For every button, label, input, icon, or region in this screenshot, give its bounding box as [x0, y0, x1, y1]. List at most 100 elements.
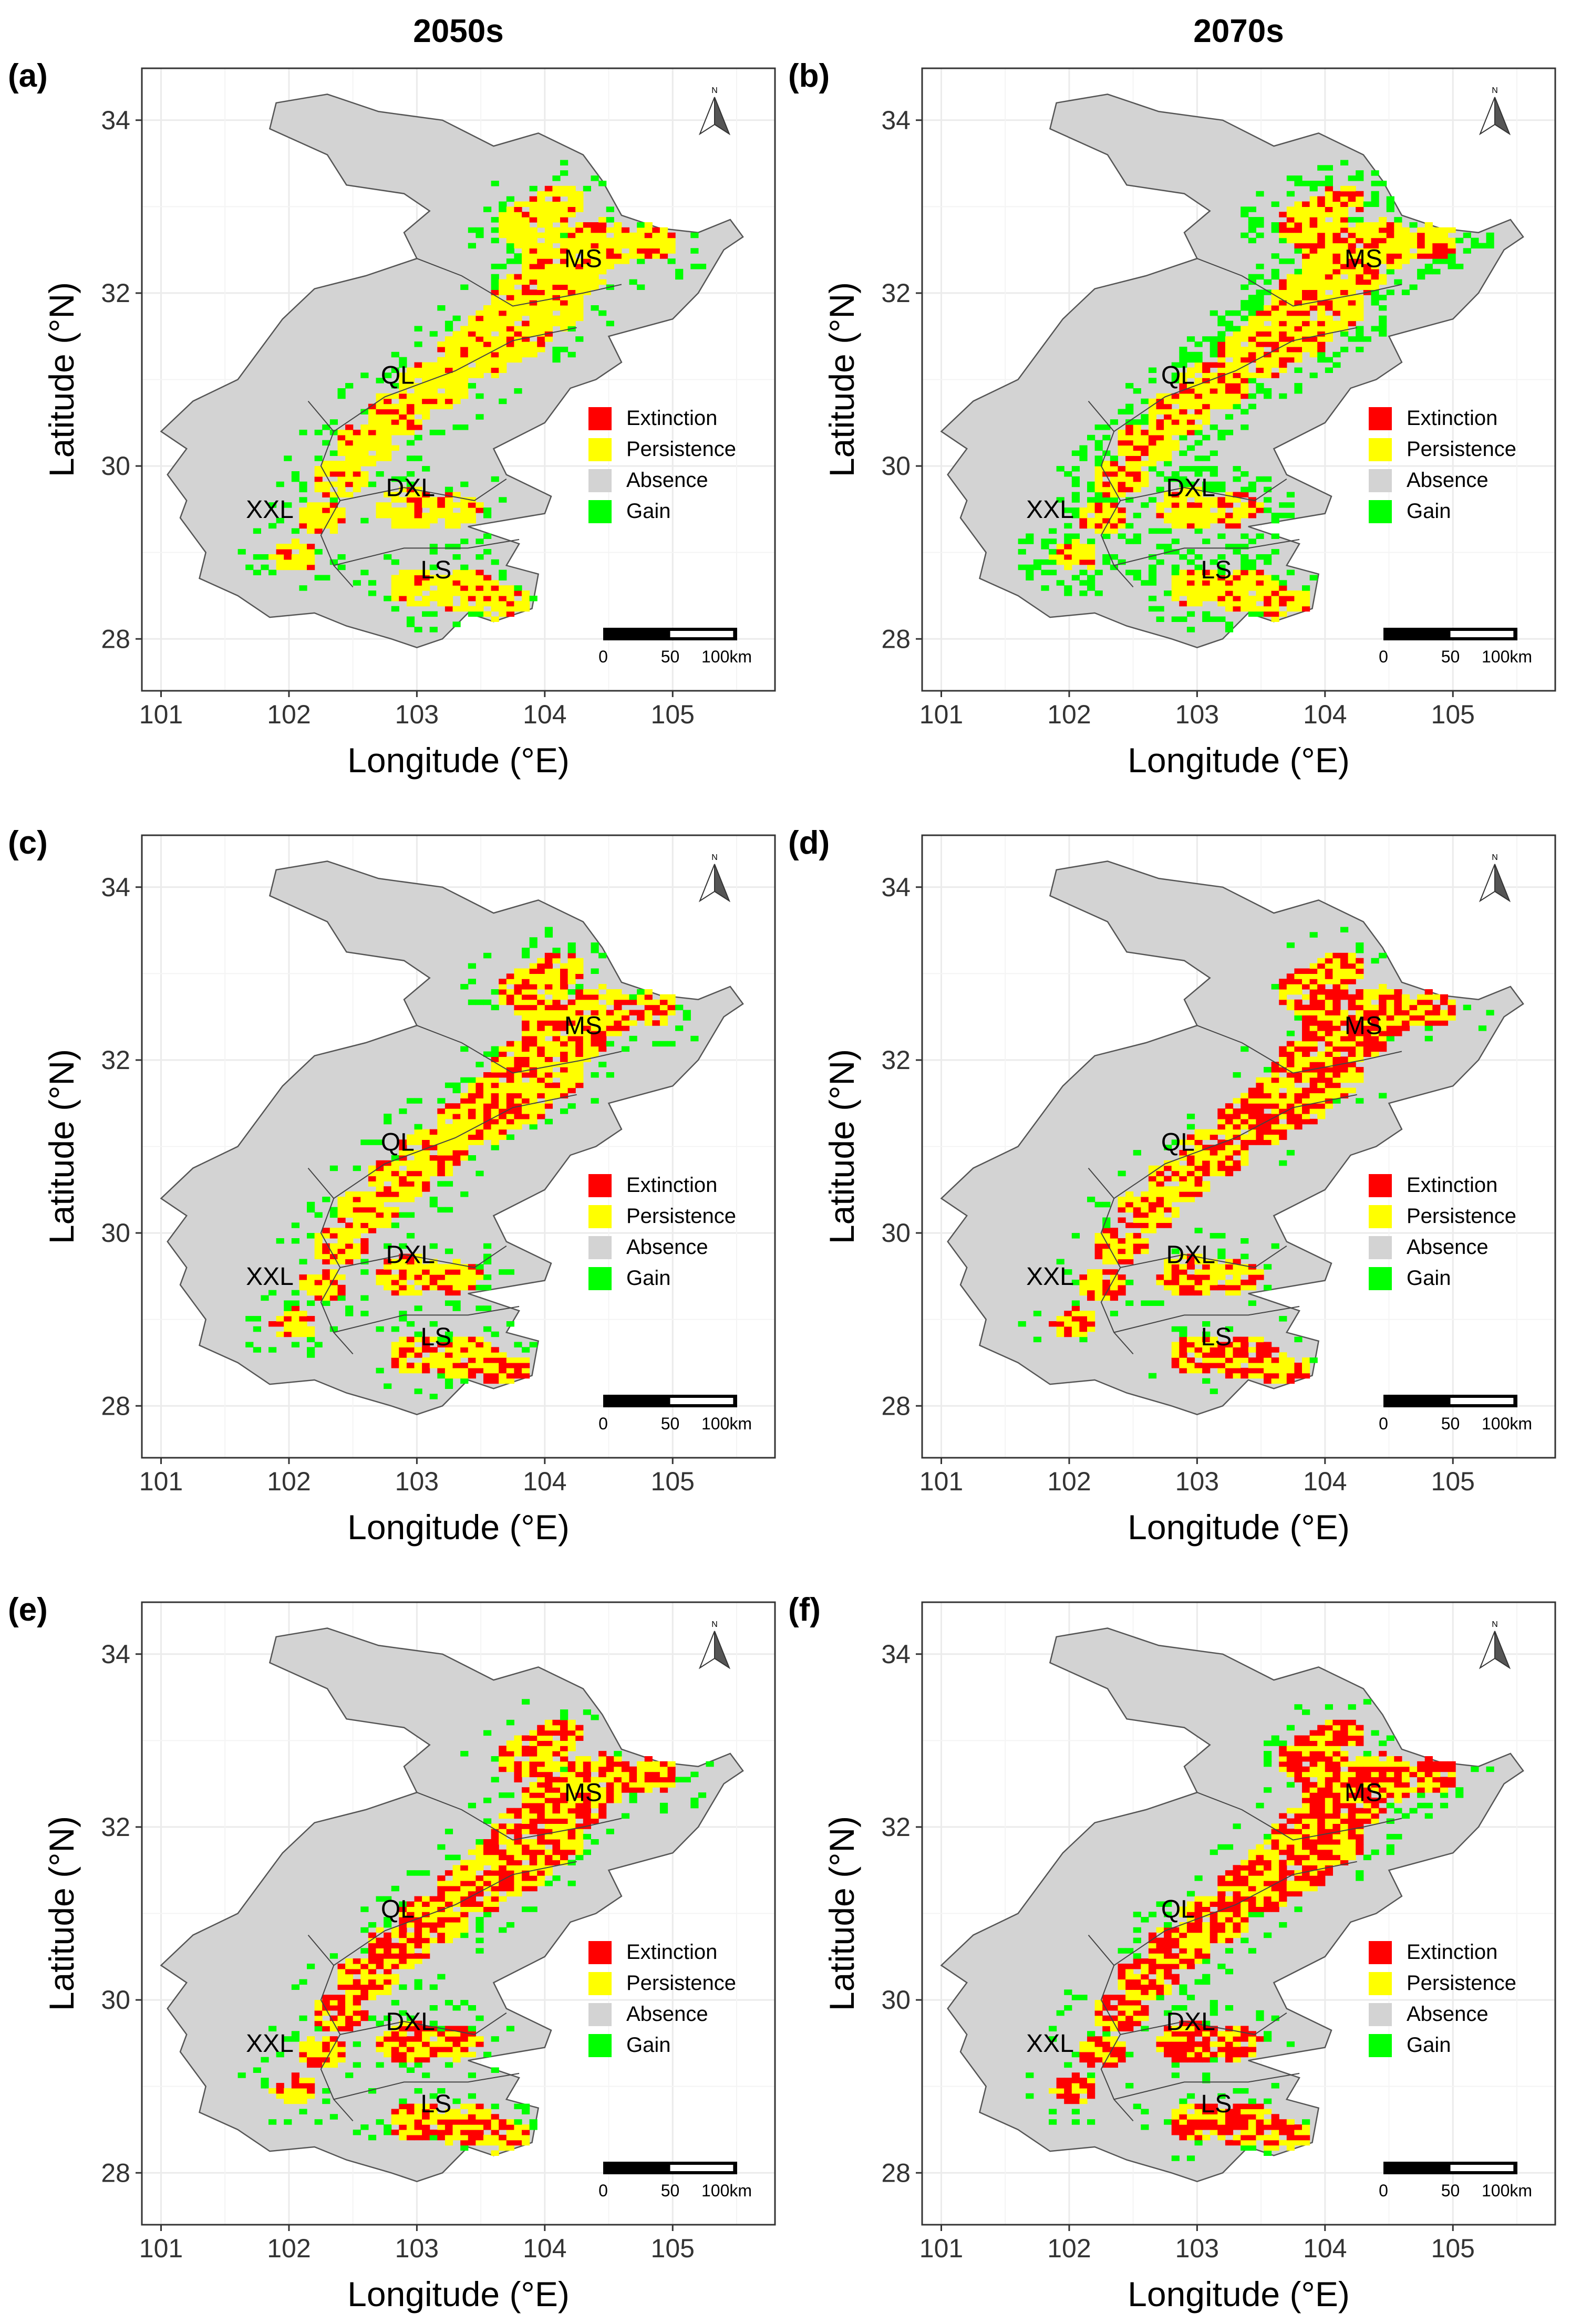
- cell-persistence: [376, 455, 384, 461]
- cell-extinction: [1148, 1201, 1157, 1208]
- cell-persistence: [322, 2036, 330, 2042]
- cell-persistence: [1294, 1062, 1303, 1067]
- cell-persistence: [1440, 1010, 1449, 1015]
- cell-extinction: [391, 1943, 399, 1948]
- cell-persistence: [399, 1150, 407, 1156]
- cell-extinction: [1424, 1010, 1433, 1015]
- cell-persistence: [368, 1989, 377, 1995]
- cell-gain: [1210, 471, 1218, 477]
- cell-gain: [1064, 507, 1072, 513]
- cell-extinction: [422, 1145, 430, 1150]
- cell-extinction: [1171, 393, 1180, 399]
- cell-extinction: [1271, 372, 1279, 378]
- cell-gain: [1064, 590, 1072, 596]
- cell-extinction: [353, 2000, 361, 2006]
- cell-gain: [1071, 450, 1080, 456]
- cell-persistence: [1225, 1259, 1234, 1264]
- cell-persistence: [1448, 237, 1456, 244]
- cell-persistence: [1371, 222, 1379, 228]
- cell-persistence: [537, 315, 545, 321]
- cell-persistence: [1371, 1004, 1379, 1011]
- cell-persistence: [552, 191, 561, 197]
- cell-persistence: [567, 196, 576, 202]
- cell-gain: [1302, 585, 1310, 591]
- cell-persistence: [1233, 1357, 1241, 1363]
- cell-gain: [1179, 476, 1187, 482]
- cell-gain: [268, 502, 277, 508]
- cell-extinction: [1279, 279, 1287, 285]
- cell-persistence: [1356, 248, 1364, 254]
- cell-persistence: [522, 264, 530, 269]
- cell-extinction: [476, 585, 484, 591]
- cell-gain: [1248, 222, 1256, 228]
- cell-persistence: [406, 575, 415, 580]
- cell-extinction: [476, 1093, 484, 1098]
- cell-persistence: [1302, 1062, 1310, 1067]
- cell-gain: [1171, 1139, 1180, 1145]
- cell-persistence: [406, 1274, 415, 1280]
- cell-extinction: [522, 1373, 530, 1379]
- cell-gain: [406, 2015, 415, 2021]
- cell-persistence: [514, 1124, 522, 1130]
- cell-gain: [429, 549, 438, 555]
- cell-gain: [1041, 559, 1049, 565]
- cell-persistence: [1202, 1269, 1211, 1275]
- cell-extinction: [345, 2020, 354, 2027]
- cell-persistence: [529, 1093, 538, 1098]
- cell-persistence: [406, 585, 415, 591]
- cell-persistence: [406, 1290, 415, 1296]
- cell-gain: [384, 1383, 392, 1389]
- cell-extinction: [1233, 372, 1241, 378]
- cell-gain: [491, 989, 499, 995]
- cell-extinction: [414, 2026, 422, 2031]
- cell-persistence: [299, 1284, 307, 1291]
- cell-gain: [1148, 528, 1157, 534]
- cell-persistence: [567, 1046, 576, 1052]
- cell-persistence: [1171, 1347, 1180, 1353]
- cell-persistence: [1217, 1155, 1226, 1161]
- cell-extinction: [1118, 1207, 1126, 1213]
- cell-persistence: [452, 362, 461, 368]
- cell-persistence: [1094, 476, 1103, 482]
- cell-gain: [1087, 580, 1095, 586]
- cell-extinction: [1233, 1259, 1241, 1264]
- cell-persistence: [514, 201, 522, 207]
- cell-persistence: [468, 575, 476, 580]
- cell-persistence: [399, 1170, 407, 1177]
- cell-extinction: [1256, 1087, 1264, 1094]
- region-label-ql: QL: [1161, 1129, 1195, 1157]
- cell-persistence: [1179, 1280, 1187, 1285]
- cell-persistence: [1340, 968, 1349, 974]
- cell-gain: [414, 2062, 422, 2068]
- cell-persistence: [537, 973, 545, 979]
- cell-gain: [399, 1108, 407, 1114]
- cell-persistence: [1141, 440, 1149, 446]
- cell-gain: [1102, 1222, 1111, 1228]
- cell-persistence: [452, 372, 461, 378]
- cell-persistence: [445, 600, 453, 607]
- cell-gain: [360, 1927, 369, 1933]
- cell-persistence: [1156, 393, 1164, 399]
- cell-persistence: [460, 1134, 469, 1140]
- cell-persistence: [429, 378, 438, 383]
- cell-gain: [1194, 471, 1203, 477]
- cell-persistence: [1325, 1062, 1333, 1067]
- cell-persistence: [1348, 952, 1356, 959]
- cell-persistence: [307, 1274, 315, 1280]
- cell-extinction: [1340, 289, 1349, 295]
- cell-extinction: [422, 1181, 430, 1187]
- cell-persistence: [1309, 1041, 1318, 1047]
- cell-persistence: [429, 393, 438, 399]
- cell-persistence: [368, 1937, 377, 1944]
- cell-persistence: [1340, 326, 1349, 331]
- cell-persistence: [337, 1201, 346, 1208]
- cell-gain: [360, 1295, 369, 1301]
- cell-persistence: [322, 2020, 330, 2027]
- cell-gain: [1148, 466, 1157, 472]
- cell-persistence: [345, 1974, 354, 1980]
- cell-extinction: [360, 1243, 369, 1249]
- cell-extinction: [1156, 513, 1164, 518]
- cell-persistence: [506, 232, 514, 238]
- cell-persistence: [468, 1087, 476, 1094]
- cell-persistence: [1179, 569, 1187, 576]
